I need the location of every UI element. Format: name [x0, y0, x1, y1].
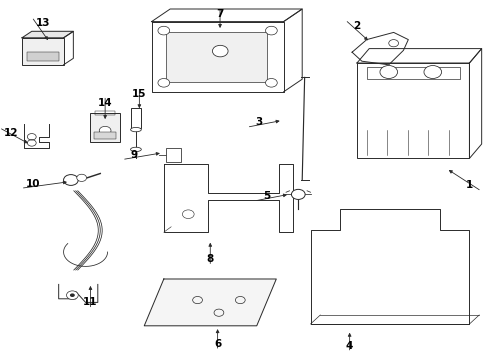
Text: 11: 11 — [83, 297, 98, 307]
Bar — [22, 38, 63, 65]
Circle shape — [379, 66, 397, 78]
Text: 8: 8 — [206, 254, 213, 264]
Circle shape — [158, 26, 169, 35]
Circle shape — [77, 174, 86, 181]
Text: 15: 15 — [132, 89, 146, 99]
Polygon shape — [144, 279, 276, 326]
Text: 9: 9 — [131, 150, 138, 160]
Text: 4: 4 — [345, 341, 353, 351]
Ellipse shape — [130, 147, 141, 152]
Polygon shape — [22, 31, 73, 38]
Circle shape — [63, 175, 78, 185]
Text: 5: 5 — [263, 191, 269, 201]
Text: 2: 2 — [353, 21, 360, 31]
Text: 6: 6 — [214, 339, 221, 349]
Text: 13: 13 — [36, 18, 50, 28]
Bar — [131, 108, 141, 128]
Text: 1: 1 — [465, 180, 472, 190]
Text: 14: 14 — [98, 98, 112, 108]
Text: 3: 3 — [255, 117, 262, 127]
Circle shape — [291, 189, 305, 199]
Bar — [90, 113, 120, 142]
Bar — [95, 111, 115, 115]
Ellipse shape — [130, 127, 141, 132]
Bar — [366, 67, 459, 79]
Bar — [356, 63, 468, 158]
Circle shape — [70, 293, 75, 297]
Circle shape — [212, 45, 227, 57]
Bar — [166, 32, 266, 82]
Circle shape — [158, 78, 169, 87]
Circle shape — [265, 78, 277, 87]
Circle shape — [265, 26, 277, 35]
Bar — [94, 132, 116, 139]
Text: 12: 12 — [4, 128, 19, 138]
Circle shape — [99, 126, 111, 135]
Circle shape — [66, 291, 78, 300]
Bar — [166, 148, 181, 162]
Text: 7: 7 — [216, 9, 224, 19]
Bar — [27, 52, 59, 61]
Circle shape — [423, 66, 441, 78]
Text: 10: 10 — [26, 179, 41, 189]
